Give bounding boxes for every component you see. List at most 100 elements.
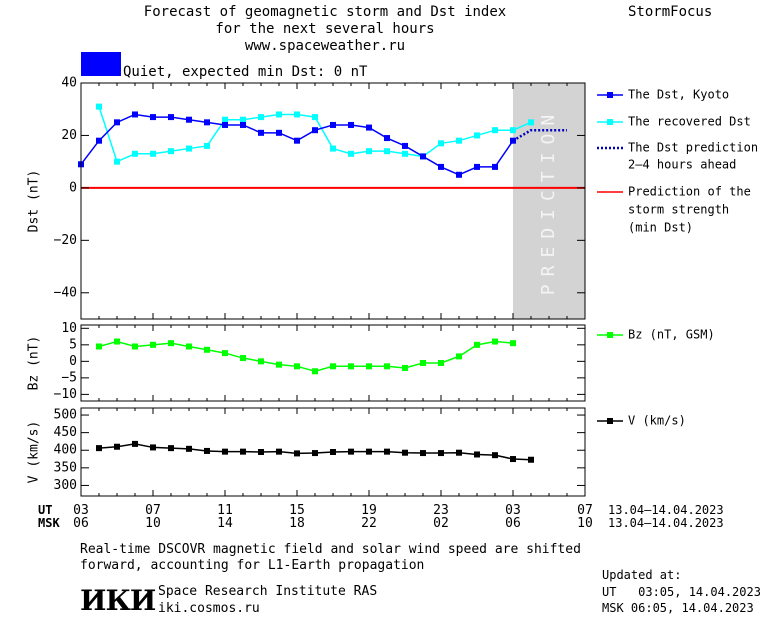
recovered-dst-point	[132, 150, 138, 157]
institute-site[interactable]: iki.cosmos.ru	[158, 601, 260, 616]
y-tick-label: 20	[61, 128, 77, 143]
dst-kyoto-point	[150, 114, 156, 121]
dst-kyoto-point	[204, 119, 210, 126]
y-tick-label: 300	[54, 478, 77, 493]
solar-wind-speed-point	[96, 445, 102, 452]
solar-wind-speed-point	[420, 450, 426, 457]
bz-point	[114, 338, 120, 345]
msk-tick-label: 22	[361, 516, 377, 531]
dst-kyoto-point	[492, 163, 498, 170]
institute-name: Space Research Institute RAS	[158, 584, 378, 599]
bz-point	[168, 340, 174, 347]
solar-wind-speed-point	[528, 456, 534, 463]
chart-title-line2: for the next several hours	[215, 21, 435, 37]
solar-wind-speed-point	[366, 448, 372, 455]
ut-tick-label: 23	[433, 503, 449, 518]
website-url[interactable]: www.spaceweather.ru	[244, 38, 406, 54]
recovered-dst-point	[186, 145, 192, 152]
recovered-dst-point	[348, 150, 354, 157]
recovered-dst-point	[150, 150, 156, 157]
dst-kyoto-point	[312, 127, 318, 134]
recovered-dst-point	[312, 114, 318, 121]
ut-tick-label: 19	[361, 503, 377, 518]
dst-kyoto-point	[348, 121, 354, 128]
y-tick-label: −10	[54, 387, 77, 402]
bz-point	[258, 358, 264, 365]
legend-dst-kyoto: The Dst, Kyoto	[628, 88, 729, 102]
legend-bz: Bz (nT, GSM)	[628, 328, 715, 342]
solar-wind-speed-point	[276, 448, 282, 455]
legend-v: V (km/s)	[628, 414, 686, 428]
dst-prediction-line	[512, 128, 567, 142]
dst-kyoto-point	[258, 129, 264, 136]
y-tick-label: −20	[54, 233, 77, 248]
solar-wind-speed-point	[204, 447, 210, 454]
bz-point	[420, 360, 426, 366]
dst-kyoto-point	[456, 171, 462, 178]
solar-wind-speed-point	[240, 448, 246, 455]
bz-point	[366, 363, 372, 370]
updated-msk: MSK 06:05, 14.04.2023	[602, 601, 754, 615]
msk-axis-label: MSK	[38, 516, 60, 530]
dst-kyoto-point	[132, 111, 138, 118]
legend-storm-line2: storm strength	[628, 203, 729, 217]
chart-title-line1: Forecast of geomagnetic storm and Dst in…	[143, 4, 507, 20]
dst-kyoto-point	[240, 121, 246, 128]
bz-point	[474, 341, 480, 348]
y-tick-label: 500	[54, 408, 77, 423]
msk-tick-label: 02	[433, 516, 449, 531]
solar-wind-speed-point	[474, 451, 480, 458]
solar-wind-speed-point	[384, 448, 390, 455]
recovered-dst-point	[402, 150, 408, 157]
solar-wind-speed-point	[132, 440, 138, 447]
recovered-dst-point	[456, 137, 462, 144]
bz-point	[294, 363, 300, 370]
recovered-dst-point	[222, 116, 228, 123]
updated-label: Updated at:	[602, 568, 682, 582]
dst-kyoto-point	[420, 153, 426, 160]
y-tick-label: 450	[54, 425, 77, 440]
legend-storm-line3: (min Dst)	[628, 221, 693, 235]
dst-kyoto-point	[474, 163, 480, 170]
recovered-dst-point	[96, 103, 102, 110]
dst-kyoto-point	[366, 124, 372, 131]
bz-point	[132, 343, 138, 350]
solar-wind-speed-point	[294, 450, 300, 457]
recovered-dst-point	[330, 145, 336, 152]
bz-point	[186, 343, 192, 350]
y-tick-label: 40	[61, 76, 77, 91]
solar-wind-speed-point	[330, 449, 336, 455]
ut-tick-label: 11	[217, 503, 233, 518]
solar-wind-speed-point	[456, 449, 462, 456]
recovered-dst-point	[366, 148, 372, 155]
dst-kyoto-point	[402, 142, 408, 149]
msk-tick-label: 10	[577, 516, 593, 531]
brand-name: StormFocus	[628, 4, 713, 20]
bz-point	[150, 341, 156, 348]
recovered-dst-point	[384, 148, 390, 155]
msk-tick-label: 06	[73, 516, 89, 531]
y-axis-title: Bz (nT)	[27, 336, 42, 391]
dst-kyoto-point	[384, 135, 390, 142]
recovered-dst-point	[258, 114, 264, 121]
ut-axis-label: UT	[38, 503, 53, 517]
bz-point	[402, 364, 408, 371]
msk-date-range: 13.04–14.04.2023	[608, 516, 724, 530]
ut-tick-label: 07	[145, 503, 161, 518]
solar-wind-speed-point	[150, 444, 156, 451]
dst-kyoto-point	[330, 121, 336, 128]
recovered-dst-point	[276, 111, 282, 118]
dst-kyoto-point	[96, 137, 102, 144]
prediction-band-label: PREDICTION	[538, 107, 559, 295]
solar-wind-speed-point	[438, 450, 444, 457]
y-tick-label: 350	[54, 460, 77, 475]
bz-point	[438, 360, 444, 366]
recovered-dst-point	[114, 158, 120, 165]
bz-point	[348, 363, 354, 370]
footer-note-line2: forward, accounting for L1-Earth propaga…	[80, 558, 425, 573]
msk-tick-label: 06	[505, 516, 521, 531]
y-tick-label: 0	[69, 354, 77, 369]
panel-frame	[80, 82, 586, 320]
y-tick-label: 10	[61, 321, 77, 336]
legend-storm-line1: Prediction of the	[628, 185, 751, 199]
